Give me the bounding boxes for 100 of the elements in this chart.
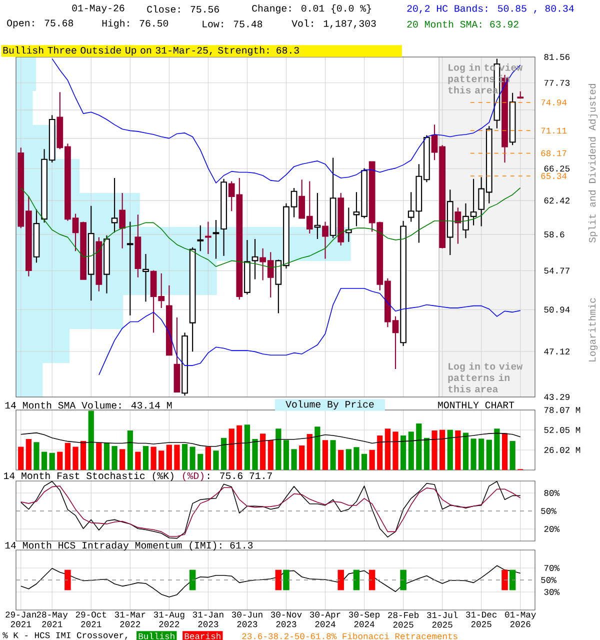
candlestick (104, 234, 110, 294)
candlestick (134, 214, 142, 278)
bar (494, 428, 500, 470)
bar (369, 450, 375, 470)
bar (486, 440, 492, 470)
bar (236, 425, 242, 470)
bar (228, 428, 234, 470)
bar (384, 428, 390, 470)
candlestick (338, 192, 344, 246)
candlestick (111, 177, 118, 234)
candlestick (314, 192, 321, 240)
text: Bearish (184, 632, 220, 640)
candlestick (142, 254, 149, 302)
bar (283, 440, 290, 470)
bar (462, 432, 469, 470)
x-tick-label: 30-Nov 2023 (270, 612, 302, 628)
bar (34, 442, 40, 470)
y-tick-label: 52.05 M (544, 427, 580, 433)
x-tick-label: 01-May 2026 (505, 612, 536, 628)
bar (57, 452, 63, 470)
candlestick (244, 239, 250, 295)
bar (112, 446, 118, 470)
candlestick (88, 205, 94, 302)
text: High: 76.50 (102, 19, 168, 29)
candlestick (33, 208, 40, 264)
bar (440, 430, 446, 470)
bar (299, 446, 305, 470)
x-tick-label: 31-Dec 2025 (466, 612, 497, 628)
bar (400, 435, 406, 470)
y-axis-title: Split and Dividend Adjusted (588, 84, 598, 243)
bar (26, 439, 32, 470)
ref-line-label: 50% (541, 508, 556, 514)
bar (150, 446, 156, 470)
bar (377, 435, 383, 470)
bar (72, 446, 78, 470)
x-tick-label: 31-Jan 2023 (192, 612, 224, 628)
y-tick-label: 62.42 (544, 198, 570, 204)
bar (432, 430, 438, 470)
candlestick (119, 192, 126, 249)
bar (205, 446, 211, 470)
bar (120, 449, 126, 470)
line-series (52, 58, 521, 184)
text: 01-May-26 (72, 4, 124, 14)
x-tick-label: 29-Jan 2021 (6, 612, 36, 628)
candlestick (197, 224, 204, 252)
text: : 75.6 71.7 (208, 472, 272, 480)
y-tick-label: 43.29 (544, 394, 570, 400)
bar (64, 442, 71, 470)
candlestick (446, 189, 454, 256)
y-tick-label: 70% (544, 565, 560, 571)
x-tick-label: 30-Sep 2024 (348, 612, 380, 628)
series-label: (%D) (183, 472, 204, 482)
bar (135, 452, 141, 470)
y-tick-label: 78.07 M (544, 407, 580, 413)
candlestick (96, 236, 102, 292)
y-tick-label: 81.56 (544, 54, 570, 60)
bar (166, 444, 172, 470)
bar (416, 424, 422, 470)
bar (41, 452, 48, 470)
text: Low: 75.48 (202, 20, 262, 28)
x-tick-label: 28-Feb 2025 (388, 612, 419, 628)
candlestick (252, 238, 258, 280)
bar (314, 426, 320, 470)
bar (244, 424, 250, 470)
candlestick (182, 332, 188, 396)
bar (252, 439, 258, 470)
bar (392, 432, 398, 470)
ref-line-label: 65.34 (541, 173, 567, 179)
ref-line-label: 74.94 (541, 99, 567, 106)
candlestick (400, 220, 406, 347)
y-tick-label: 47.12 (544, 348, 570, 354)
bar (354, 447, 360, 470)
bar (291, 449, 297, 470)
y-tick-label: 54.77 (544, 268, 570, 274)
bar (361, 454, 368, 470)
text: Bullish Three Outside Up on 31-Mar-25, Strength: 68.3 (3, 46, 299, 56)
y-tick-label: 30% (544, 589, 560, 595)
text: Logarithmic (588, 298, 598, 362)
legend-title: % K - HCS IMI Crossover, (2, 632, 128, 640)
bar (198, 454, 204, 470)
bar (338, 450, 344, 470)
bar (268, 440, 274, 470)
bar (142, 446, 149, 470)
bar (447, 430, 453, 470)
candlestick (509, 92, 516, 146)
x-tick-label: 28-May 2021 (36, 612, 68, 628)
bar (174, 444, 180, 470)
bar (49, 452, 55, 470)
candlestick (126, 221, 134, 316)
candlestick (322, 221, 328, 260)
text: Open: 75.68 (7, 20, 74, 28)
text: 14 Month HCS Intraday Momentum (IMI): 61.3 (5, 541, 253, 551)
candlestick (212, 219, 220, 260)
bar (510, 440, 516, 470)
candlestick (204, 221, 212, 255)
text: 20,2 HC Bands: 50.85 , 80.34 (407, 4, 574, 14)
y-tick-label: 80% (544, 490, 560, 496)
x-tick-label: 31-Mar 2022 (114, 612, 146, 628)
ref-line-label: 68.17 (541, 150, 566, 156)
text: Close: 75.56 (147, 5, 219, 13)
